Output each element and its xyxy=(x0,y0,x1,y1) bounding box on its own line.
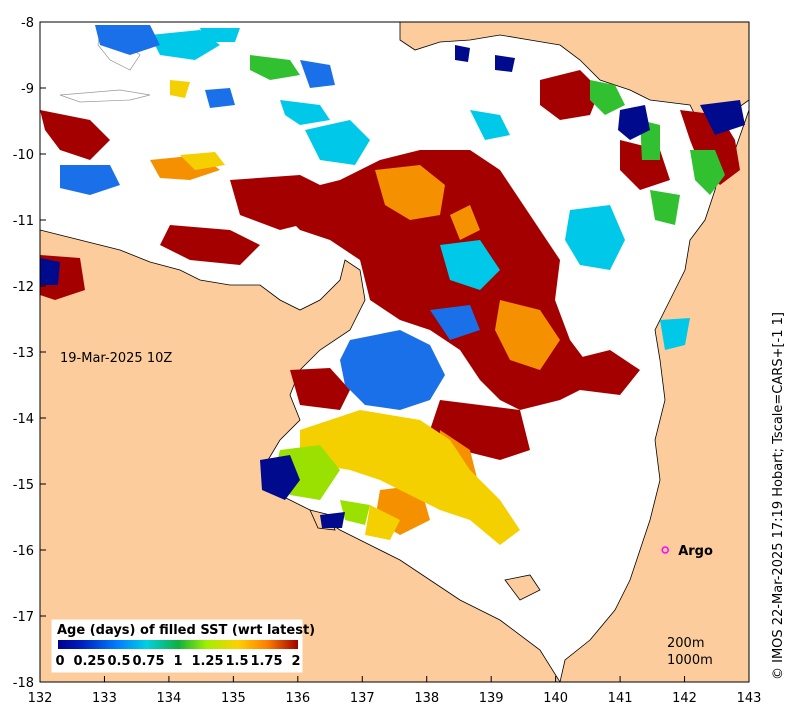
sst-age-field xyxy=(40,25,745,545)
arnhem-land xyxy=(40,229,561,682)
y-tick-label: -18 xyxy=(13,676,34,691)
x-tick-label: 143 xyxy=(737,691,762,706)
y-tick-label: -16 xyxy=(13,544,34,559)
x-tick-label: 140 xyxy=(543,691,568,706)
credit-text: © IMOS 22-Mar-2025 17:19 Hobart; Tscale=… xyxy=(771,312,786,680)
x-tick-label: 138 xyxy=(414,691,439,706)
colorbar-tick-label: 2 xyxy=(291,654,300,669)
colorbar-tick-label: 0.75 xyxy=(132,654,164,669)
y-tick-label: -13 xyxy=(13,346,34,361)
x-tick-label: 142 xyxy=(672,691,697,706)
colorbar-tick-label: 0 xyxy=(55,654,64,669)
land xyxy=(40,22,749,682)
x-tick-label: 136 xyxy=(285,691,310,706)
x-axis: 132 133 134 135 136 137 138 139 140 141 142 143 xyxy=(28,676,762,706)
colorbar-tick-label: 1.75 xyxy=(250,654,282,669)
colorbar-tick-label: 0.25 xyxy=(73,654,105,669)
colorbar-gradient xyxy=(58,640,298,649)
y-tick-label: -14 xyxy=(13,412,34,427)
colorbar-tick-label: 0.5 xyxy=(107,654,130,669)
colorbar-title: Age (days) of filled SST (wrt latest) xyxy=(57,623,315,638)
argo-float-icon[interactable] xyxy=(661,546,669,554)
x-tick-label: 132 xyxy=(28,691,53,706)
colorbar-tick-label: 1 xyxy=(173,654,182,669)
x-tick-label: 135 xyxy=(221,691,246,706)
y-tick-label: -17 xyxy=(13,610,34,625)
cape-york-land xyxy=(559,109,749,682)
colorbar-tick-label: 1.5 xyxy=(225,654,248,669)
date-label: 19-Mar-2025 10Z xyxy=(60,351,172,366)
argo-marker[interactable]: Argo xyxy=(661,544,713,559)
y-tick-label: -9 xyxy=(21,82,34,97)
y-tick-label: -11 xyxy=(13,214,34,229)
contour-label-200m: 200m xyxy=(667,636,704,651)
x-tick-label: 134 xyxy=(156,691,181,706)
argo-label: Argo xyxy=(678,544,713,559)
colorbar-tick-label: 1.25 xyxy=(191,654,223,669)
y-tick-label: -12 xyxy=(13,280,34,295)
y-tick-label: -10 xyxy=(13,148,34,163)
x-tick-label: 137 xyxy=(350,691,375,706)
x-tick-label: 139 xyxy=(479,691,504,706)
contour-label-1000m: 1000m xyxy=(667,653,713,668)
x-tick-label: 133 xyxy=(92,691,117,706)
y-axis: -8 -9 -10 -11 -12 -13 -14 -15 -16 -17 -18 xyxy=(13,16,46,691)
y-tick-label: -15 xyxy=(13,478,34,493)
x-tick-label: 141 xyxy=(608,691,633,706)
y-tick-label: -8 xyxy=(21,16,34,31)
